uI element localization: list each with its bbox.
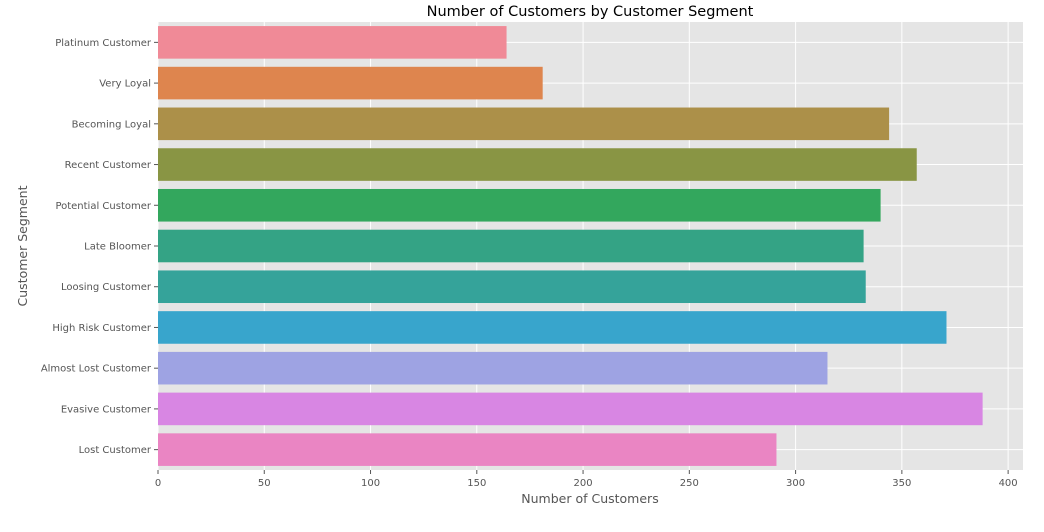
y-tick-label: Recent Customer <box>65 160 152 171</box>
y-tick-label: Becoming Loyal <box>72 119 151 130</box>
bar-evasive-customer <box>158 392 983 426</box>
y-tick-label: Potential Customer <box>55 201 151 212</box>
x-tick-label: 150 <box>467 478 486 489</box>
x-axis-label: Number of Customers <box>521 491 658 506</box>
x-tick-label: 100 <box>361 478 380 489</box>
y-tick-label: Lost Customer <box>79 445 152 456</box>
x-axis-ticks: 0 50 100 150 200 250 300 350 400 <box>155 470 1018 489</box>
bars <box>158 26 983 466</box>
y-tick-label: High Risk Customer <box>52 323 152 334</box>
x-tick-label: 300 <box>786 478 805 489</box>
x-tick-label: 400 <box>999 478 1018 489</box>
x-tick-label: 50 <box>258 478 271 489</box>
y-tick-label: Late Bloomer <box>84 242 152 253</box>
bar-platinum-customer <box>158 26 507 59</box>
bar-potential-customer <box>158 188 881 222</box>
bar-very-loyal <box>158 66 543 100</box>
y-tick-label: Very Loyal <box>99 79 151 90</box>
bar-lost-customer <box>158 433 777 466</box>
bar-late-bloomer <box>158 229 864 263</box>
x-tick-label: 250 <box>680 478 699 489</box>
y-axis-ticks: Platinum Customer Very Loyal Becoming Loya… <box>41 38 158 456</box>
bar-loosing-customer <box>158 270 866 304</box>
x-tick-label: 350 <box>892 478 911 489</box>
x-tick-label: 200 <box>574 478 593 489</box>
y-tick-label: Almost Lost Customer <box>41 364 152 375</box>
bar-almost-lost-customer <box>158 351 828 385</box>
chart-title: Number of Customers by Customer Segment <box>427 4 754 20</box>
y-axis-label: Customer Segment <box>15 185 30 306</box>
y-tick-label: Platinum Customer <box>55 38 152 49</box>
x-tick-label: 0 <box>155 478 161 489</box>
y-tick-label: Evasive Customer <box>61 404 152 415</box>
bar-becoming-loyal <box>158 107 890 141</box>
bar-high-risk-customer <box>158 311 947 344</box>
bar-recent-customer <box>158 148 917 181</box>
y-tick-label: Loosing Customer <box>61 282 152 293</box>
